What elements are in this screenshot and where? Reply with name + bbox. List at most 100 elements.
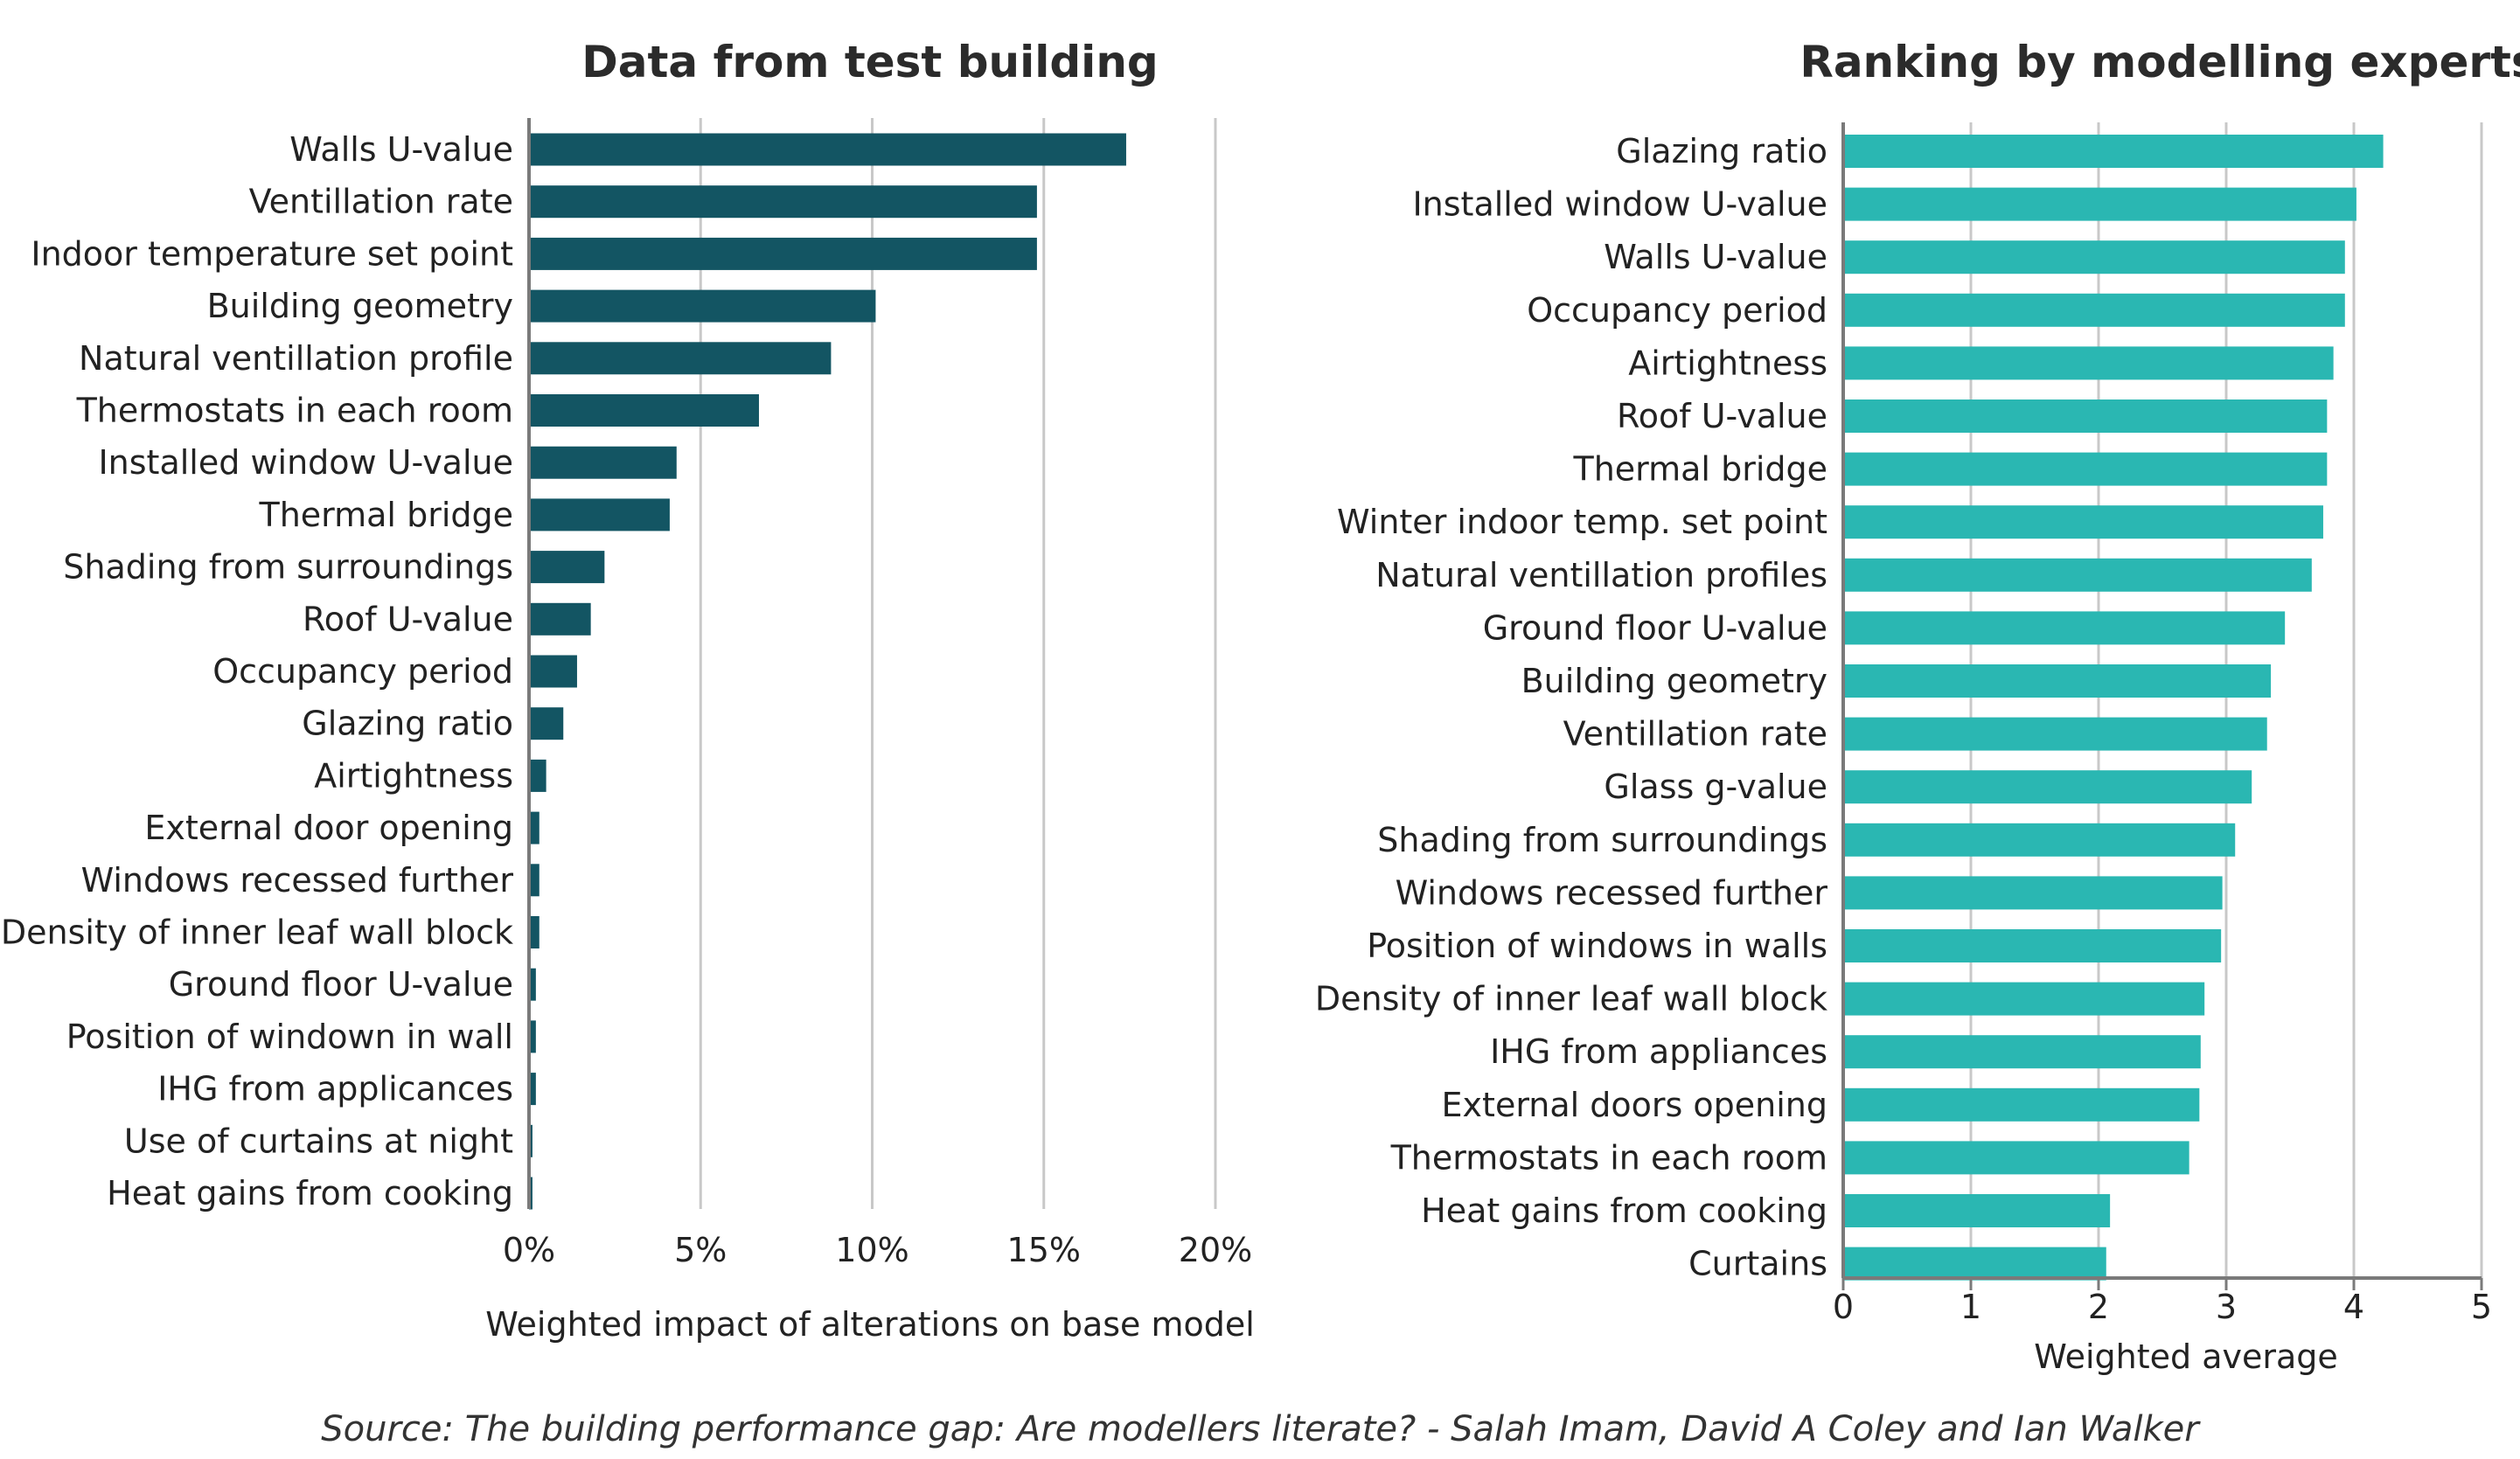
category-label: Heat gains from cooking bbox=[1421, 1192, 1827, 1230]
tick-labels-modelling-experts: 0 1 2 3 4 5 bbox=[1833, 1278, 2492, 1326]
bar bbox=[529, 289, 876, 323]
bar bbox=[529, 916, 540, 948]
x-tick-label: 5% bbox=[674, 1231, 727, 1269]
bar bbox=[529, 968, 536, 1001]
chart-title-modelling-experts: Ranking by modelling experts bbox=[1800, 37, 2520, 87]
category-label: Airtightness bbox=[314, 756, 513, 795]
bar bbox=[1843, 770, 2252, 804]
category-label: Roof U-value bbox=[303, 600, 513, 638]
bars-test-building bbox=[529, 133, 1126, 1210]
category-label: Installed window U-value bbox=[98, 443, 513, 482]
x-axis-title-test-building: Weighted impact of alterations on base m… bbox=[485, 1305, 1255, 1344]
category-label: Position of windown in wall bbox=[66, 1018, 513, 1056]
category-labels-test-building: Walls U-value Ventillation rate Indoor tem… bbox=[1, 130, 514, 1212]
category-label: Occupancy period bbox=[212, 652, 513, 691]
bar bbox=[1843, 1247, 2106, 1281]
category-labels-modelling-experts: Glazing ratio Installed window U-value Wal… bbox=[1315, 132, 1828, 1283]
bar bbox=[529, 551, 605, 584]
category-label: Heat gains from cooking bbox=[107, 1174, 513, 1212]
x-axis-title-modelling-experts: Weighted average bbox=[2034, 1337, 2338, 1376]
bar bbox=[529, 602, 591, 636]
x-tick-label: 0 bbox=[1833, 1288, 1854, 1326]
category-label: Ground floor U-value bbox=[1483, 608, 1827, 647]
bar bbox=[1843, 611, 2286, 645]
x-tick-label: 20% bbox=[1179, 1231, 1252, 1269]
category-label: IHG from appliances bbox=[1490, 1032, 1827, 1071]
category-label: Density of inner leaf wall block bbox=[1, 914, 513, 952]
bar bbox=[1843, 823, 2236, 857]
bar bbox=[1843, 1035, 2201, 1069]
category-label: Use of curtains at night bbox=[124, 1122, 513, 1160]
category-label: Airtightness bbox=[1628, 344, 1827, 382]
chart-title-test-building: Data from test building bbox=[581, 37, 1158, 87]
category-label: Installed window U-value bbox=[1412, 185, 1827, 224]
bar bbox=[1843, 1141, 2189, 1175]
bar bbox=[1843, 187, 2356, 221]
bar bbox=[529, 394, 759, 427]
bar bbox=[1843, 717, 2267, 751]
bar bbox=[529, 759, 546, 792]
category-label: Curtains bbox=[1688, 1245, 1827, 1283]
x-tick-label: 10% bbox=[835, 1231, 908, 1269]
x-tick-label: 5 bbox=[2471, 1288, 2492, 1326]
bar bbox=[1843, 452, 2328, 486]
tick-labels-test-building: 0% 5% 10% 15% 20% bbox=[503, 1231, 1252, 1269]
bar bbox=[1843, 929, 2222, 962]
x-tick-label: 15% bbox=[1007, 1231, 1081, 1269]
x-tick-label: 2 bbox=[2088, 1288, 2109, 1326]
x-tick-label: 4 bbox=[2343, 1288, 2364, 1326]
category-label: Glazing ratio bbox=[302, 705, 513, 743]
category-label: Ventillation rate bbox=[1563, 715, 1827, 754]
x-tick-label: 3 bbox=[2216, 1288, 2237, 1326]
category-label: Thermal bridge bbox=[1573, 450, 1828, 489]
source-caption: Source: The building performance gap: Ar… bbox=[321, 1409, 2201, 1449]
category-label: Glass g-value bbox=[1604, 768, 1827, 806]
category-label: External door opening bbox=[144, 809, 513, 847]
bar bbox=[529, 811, 540, 844]
category-label: Density of inner leaf wall block bbox=[1315, 980, 1827, 1018]
category-label: Ground floor U-value bbox=[169, 965, 513, 1004]
bar bbox=[529, 864, 540, 897]
bars-modelling-experts bbox=[1843, 135, 2384, 1281]
category-label: Shading from surroundings bbox=[63, 548, 513, 587]
x-tick-label: 0% bbox=[503, 1231, 555, 1269]
bar bbox=[1843, 399, 2328, 433]
bar bbox=[1843, 1194, 2111, 1227]
bar bbox=[1843, 982, 2205, 1016]
category-label: Glazing ratio bbox=[1616, 132, 1827, 170]
category-label: External doors opening bbox=[1442, 1086, 1827, 1124]
category-label: Windows recessed further bbox=[81, 861, 514, 900]
bar bbox=[529, 237, 1037, 270]
category-label: Natural ventillation profiles bbox=[1375, 556, 1827, 594]
bar bbox=[529, 446, 677, 479]
chart-test-building: Data from test building Walls U-value Ven… bbox=[1, 37, 1255, 1344]
category-label: IHG from applicances bbox=[157, 1070, 513, 1108]
category-label: Occupancy period bbox=[1527, 291, 1827, 330]
bar bbox=[1843, 1087, 2200, 1122]
chart-modelling-experts: Ranking by modelling experts Glazing rat… bbox=[1315, 37, 2520, 1376]
category-label: Thermostats in each room bbox=[1390, 1138, 1827, 1177]
bar bbox=[1843, 664, 2272, 698]
bar bbox=[1843, 240, 2345, 274]
bar bbox=[529, 133, 1126, 166]
category-label: Position of windows in walls bbox=[1367, 927, 1827, 965]
gridlines-test-building bbox=[699, 118, 1217, 1209]
category-label: Building geometry bbox=[1521, 662, 1827, 700]
bar bbox=[529, 1020, 536, 1053]
category-label: Thermal bridge bbox=[259, 496, 514, 534]
bar bbox=[1843, 293, 2345, 327]
category-label: Natural ventillation profile bbox=[79, 339, 513, 378]
x-tick-label: 1 bbox=[1960, 1288, 1981, 1326]
category-label: Ventillation rate bbox=[249, 183, 513, 221]
bar bbox=[529, 185, 1037, 219]
category-label: Shading from surroundings bbox=[1377, 821, 1827, 859]
category-label: Building geometry bbox=[207, 287, 513, 325]
bar bbox=[529, 1073, 536, 1106]
category-label: Roof U-value bbox=[1617, 397, 1827, 435]
bar bbox=[1843, 135, 2384, 168]
category-label: Thermostats in each room bbox=[76, 392, 513, 430]
category-label: Walls U-value bbox=[289, 130, 513, 169]
bar bbox=[529, 342, 832, 375]
bar bbox=[529, 655, 577, 688]
